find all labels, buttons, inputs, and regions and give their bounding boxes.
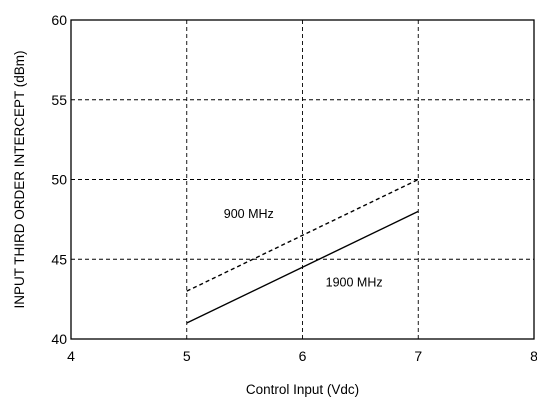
x-axis-label: Control Input (Vdc) [246,382,359,397]
series-line-900-mhz [186,178,419,292]
y-tick-label-50: 50 [51,172,67,188]
y-tick-label-55: 55 [51,92,67,108]
y-axis-label: INPUT THIRD ORDER INTERCEPT (dBm) [12,50,27,308]
plot-frame [70,19,535,340]
x-tick-label-4: 4 [67,348,75,364]
annotation-900-mhz: 900 MHz [224,207,274,221]
y-tick-label-60: 60 [51,12,67,28]
grid-lines [71,20,534,339]
x-tick-label-5: 5 [183,348,191,364]
y-tick-label-45: 45 [51,251,67,267]
series-line-1900-mhz [186,210,419,324]
x-tick-label-8: 8 [530,348,537,364]
annotation-1900-mhz: 1900 MHz [326,275,383,289]
annotations: 900 MHz 1900 MHz [224,207,383,290]
y-tick-label-40: 40 [51,331,67,347]
x-tick-label-7: 7 [414,348,422,364]
series-lines [186,178,419,324]
x-tick-label-6: 6 [299,348,307,364]
